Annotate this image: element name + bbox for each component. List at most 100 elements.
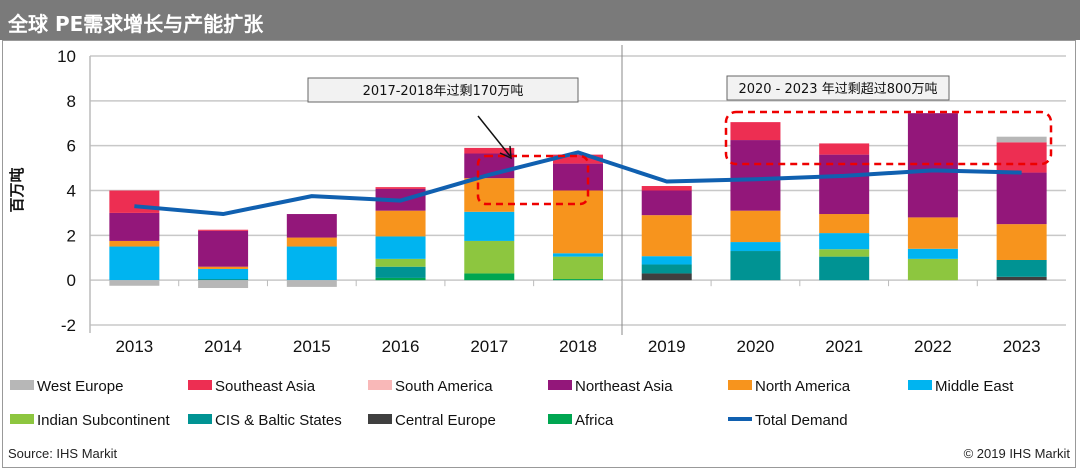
x-tick-label: 2021 <box>825 337 863 356</box>
legend-label: North America <box>755 378 851 395</box>
annotation-arrow <box>477 115 511 157</box>
y-tick-label: -2 <box>61 316 76 335</box>
bar-segment <box>198 279 249 281</box>
legend-label: Northeast Asia <box>575 378 673 395</box>
bar-segment <box>375 236 426 259</box>
legend-swatch <box>548 414 572 424</box>
bar-segment <box>996 276 1047 281</box>
bar-segment <box>464 211 515 241</box>
legend-label: South America <box>395 378 493 395</box>
legend-swatch <box>10 414 34 424</box>
chart-frame <box>2 40 1076 468</box>
y-tick-label: 10 <box>57 47 76 66</box>
bar-segment <box>641 186 692 191</box>
annotation-text: 2017-2018年过剩170万吨 <box>363 84 524 99</box>
bar-segment <box>907 258 958 281</box>
bar-segment <box>375 210 426 237</box>
legend-swatch <box>368 414 392 424</box>
bar-segment <box>109 246 160 281</box>
bar-segment <box>730 242 781 252</box>
bar-segment <box>109 280 160 286</box>
bar-segment <box>641 256 692 265</box>
bar-segment <box>819 143 870 155</box>
bar-segment <box>641 273 692 281</box>
bar-segment <box>553 163 603 191</box>
legend-label: Indian Subcontinent <box>37 412 170 429</box>
copyright-note: © 2019 IHS Markit <box>963 446 1070 461</box>
y-tick-label: 8 <box>67 92 76 111</box>
annotation-text: 2020 - 2023 年过剩超过800万吨 <box>738 82 937 97</box>
bar-segment <box>996 224 1047 260</box>
bar-segment <box>730 122 781 141</box>
bar-segment <box>109 212 160 241</box>
bar-segment <box>553 256 603 280</box>
y-axis-label: 百万吨 <box>8 167 26 212</box>
bar-segment <box>641 215 692 257</box>
bar-segment <box>996 142 1047 173</box>
bar-segment <box>553 154 603 164</box>
bar-segment <box>553 253 603 257</box>
bar-segment <box>286 237 337 247</box>
legend-label: Total Demand <box>755 412 848 429</box>
x-tick-label: 2020 <box>737 337 775 356</box>
bar-segment <box>286 246 337 281</box>
surplus-highlight-2017-2018 <box>476 154 590 206</box>
bar-segment <box>375 258 426 267</box>
bar-segment <box>641 264 692 274</box>
legend-label: West Europe <box>37 378 123 395</box>
bar-segment <box>198 266 249 269</box>
bar-segment <box>464 273 515 281</box>
bar-segment <box>907 248 958 259</box>
bar-segment <box>198 280 249 289</box>
bar-segment <box>819 256 870 281</box>
title-bar: 全球 PE需求增长与产能扩张 <box>0 0 1080 40</box>
x-tick-label: 2023 <box>1003 337 1041 356</box>
bar-segment <box>464 147 515 154</box>
legend-label: Middle East <box>935 378 1014 395</box>
y-tick-label: 6 <box>67 137 76 156</box>
bar-segment <box>730 140 781 211</box>
legend-swatch <box>188 414 212 424</box>
legend-swatch <box>908 380 932 390</box>
bar-segment <box>375 266 426 278</box>
x-tick-label: 2014 <box>204 337 242 356</box>
bar-segment <box>907 113 958 218</box>
bar-segment <box>553 279 603 281</box>
bar-segment <box>819 249 870 257</box>
legend-swatch <box>728 380 752 390</box>
x-tick-label: 2022 <box>914 337 952 356</box>
bar-segment <box>819 214 870 234</box>
source-note: Source: IHS Markit <box>8 446 118 461</box>
y-tick-label: 4 <box>67 182 76 201</box>
bar-segment <box>286 214 337 238</box>
bar-segment <box>109 240 160 247</box>
bar-segment <box>375 277 426 281</box>
y-tick-label: 2 <box>67 226 76 245</box>
surplus-highlight-2020-2023 <box>724 110 1053 166</box>
x-tick-label: 2019 <box>648 337 686 356</box>
bar-segment <box>996 136 1047 143</box>
bar-segment <box>553 190 603 254</box>
chart-title: 全球 PE需求增长与产能扩张 <box>8 12 264 36</box>
x-tick-label: 2015 <box>293 337 331 356</box>
annotation-box <box>307 77 579 103</box>
legend-swatch <box>188 380 212 390</box>
legend-swatch <box>368 380 392 390</box>
x-tick-label: 2017 <box>470 337 508 356</box>
bar-segment <box>286 280 337 287</box>
x-tick-label: 2013 <box>115 337 153 356</box>
legend-label: Africa <box>575 412 614 429</box>
bar-segment <box>907 217 958 249</box>
legend-swatch <box>10 380 34 390</box>
legend-swatch <box>548 380 572 390</box>
bar-segment <box>996 172 1047 225</box>
x-tick-label: 2018 <box>559 337 597 356</box>
bar-segment <box>464 240 515 274</box>
x-tick-label: 2016 <box>382 337 420 356</box>
bar-segment <box>819 233 870 250</box>
legend-label: CIS & Baltic States <box>215 412 342 429</box>
bar-segment <box>641 190 692 216</box>
annotation-box <box>726 75 950 101</box>
legend-label: Southeast Asia <box>215 378 316 395</box>
bar-segment <box>198 230 249 267</box>
